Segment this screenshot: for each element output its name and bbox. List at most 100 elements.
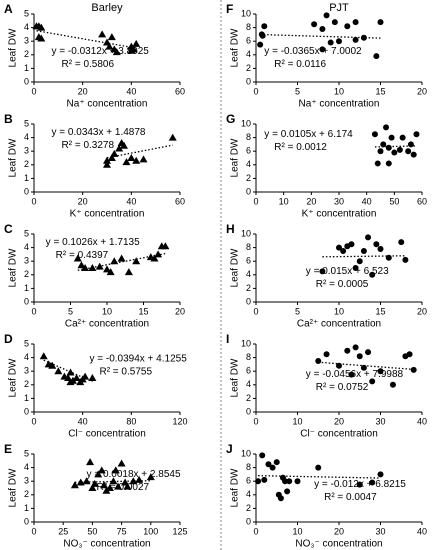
y-tick-label: 2: [24, 49, 29, 59]
y-tick-label: 6: [246, 366, 251, 376]
point: [352, 344, 359, 351]
point: [255, 478, 262, 485]
x-tick-label: 20: [417, 86, 427, 96]
point: [369, 479, 376, 486]
x-tick-label: 20: [175, 306, 185, 316]
point: [406, 351, 413, 358]
panel-letter: C: [4, 222, 13, 236]
y-tick-label: 4: [24, 352, 29, 362]
y-tick-label: 0: [24, 296, 29, 306]
point: [385, 144, 392, 151]
point: [348, 241, 355, 248]
point: [111, 466, 120, 474]
point: [112, 48, 121, 56]
x-tick-label: 0: [253, 86, 258, 96]
panel-letter: A: [4, 2, 13, 16]
point: [391, 149, 398, 156]
equation: y = 0.015x + 6.523: [306, 266, 389, 277]
y-tick-label: 2: [24, 379, 29, 389]
r-squared: R² = 0.3278: [62, 140, 115, 151]
x-tick-label: 0: [253, 526, 258, 536]
point: [54, 367, 63, 375]
y-tick-label: 4: [24, 22, 29, 32]
y-axis-label: Leaf DW: [230, 358, 241, 397]
point: [107, 154, 116, 161]
point: [81, 264, 90, 271]
y-tick-label: 5: [24, 338, 29, 348]
y-tick-label: 1: [24, 393, 29, 403]
point: [340, 248, 347, 254]
y-tick-label: 0: [24, 186, 29, 196]
x-tick-label: 80: [126, 416, 136, 426]
point: [109, 477, 118, 485]
point: [98, 30, 107, 38]
point: [360, 364, 367, 371]
r-squared: R² = 0.0005: [316, 279, 369, 290]
x-tick-label: 60: [175, 196, 185, 206]
point: [377, 368, 384, 375]
point: [286, 478, 293, 485]
point: [258, 31, 265, 38]
panel-letter: J: [226, 442, 233, 456]
point: [82, 477, 91, 485]
point: [103, 265, 111, 273]
point: [168, 133, 177, 141]
point: [66, 368, 75, 376]
point: [105, 42, 114, 50]
x-tick-label: 50: [389, 196, 399, 206]
x-tick-label: 0: [31, 526, 36, 536]
y-axis-label: Leaf DW: [230, 468, 241, 507]
y-axis-label: Leaf DW: [230, 28, 241, 67]
r-squared: R² = 0.0027: [97, 482, 150, 493]
y-tick-label: 0: [246, 76, 251, 86]
point: [122, 158, 131, 166]
point: [273, 459, 280, 466]
point: [413, 131, 420, 138]
y-tick-label: 8: [246, 462, 251, 472]
trendline: [260, 33, 381, 39]
r-squared: R² = 0.5755: [99, 367, 152, 378]
y-tick-label: 2: [246, 173, 251, 183]
point: [150, 254, 159, 262]
point: [132, 39, 141, 47]
y-tick-label: 1: [24, 63, 29, 73]
y-axis-label: Leaf DW: [8, 28, 19, 67]
x-tick-label: 10: [334, 306, 344, 316]
equation: y = -0.0365x + 7.0002: [264, 46, 362, 57]
x-tick-label: 0: [253, 306, 258, 316]
point: [377, 245, 384, 252]
trendline: [36, 30, 137, 49]
point: [257, 41, 264, 48]
y-tick-label: 10: [241, 338, 251, 348]
point: [103, 156, 111, 164]
x-tick-label: 5: [295, 86, 300, 96]
point: [70, 481, 79, 489]
y-tick-label: 2: [24, 269, 29, 279]
x-axis-label: Na⁺ concentration: [67, 99, 148, 110]
trendline: [258, 475, 381, 479]
y-axis-label: Leaf DW: [8, 248, 19, 287]
y-tick-label: 4: [246, 269, 251, 279]
point: [100, 481, 109, 489]
x-tick-label: 20: [78, 196, 88, 206]
y-tick-label: 4: [24, 132, 29, 142]
y-axis-label: Leaf DW: [8, 358, 19, 397]
point: [371, 131, 378, 138]
point: [37, 23, 46, 31]
point: [135, 475, 144, 483]
point: [107, 33, 116, 41]
panel-letter: B: [4, 112, 13, 126]
y-tick-label: 8: [246, 22, 251, 32]
equation: y = -0.0456x + 7.9988: [306, 369, 404, 380]
y-tick-label: 1: [24, 503, 29, 513]
y-tick-label: 4: [246, 49, 251, 59]
point: [127, 154, 136, 161]
y-tick-label: 4: [246, 489, 251, 499]
y-tick-label: 5: [24, 228, 29, 238]
x-tick-label: 20: [417, 306, 427, 316]
x-tick-label: 0: [31, 306, 36, 316]
x-tick-label: 60: [175, 86, 185, 96]
panel-letter: D: [4, 332, 13, 346]
y-tick-label: 2: [246, 63, 251, 73]
